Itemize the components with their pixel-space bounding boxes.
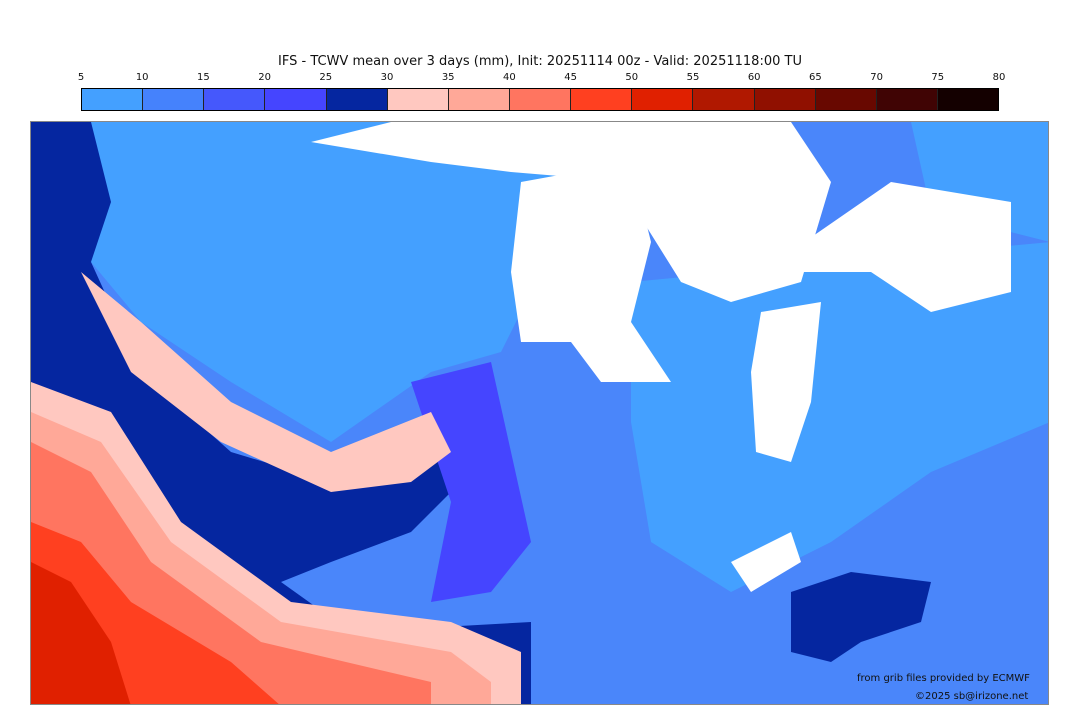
colorbar-tick-label: 50 — [625, 72, 639, 83]
colorbar-swatch — [387, 89, 449, 110]
scandinavia-white — [751, 302, 821, 462]
region-50-55 — [31, 562, 131, 704]
colorbar-tick-label: 60 — [747, 72, 761, 83]
colorbar-swatch — [632, 89, 694, 110]
source-credit: from grib files provided by ECMWF — [857, 673, 1030, 684]
colorbar-tick-label: 75 — [931, 72, 945, 83]
colorbar-swatch — [876, 89, 938, 110]
colorbar-tick-label: 30 — [380, 72, 394, 83]
colorbar-tick-label: 15 — [197, 72, 210, 83]
colorbar-swatch — [448, 89, 510, 110]
arctic-white — [311, 122, 631, 182]
colorbar-swatch — [82, 89, 144, 110]
colorbar-swatch — [204, 89, 266, 110]
colorbar-swatch — [754, 89, 816, 110]
colorbar-swatch — [326, 89, 388, 110]
greenland — [511, 162, 671, 382]
colorbar-tick-label: 40 — [503, 72, 516, 83]
colorbar-tick-label: 65 — [809, 72, 822, 83]
map-canvas — [31, 122, 1048, 704]
region-5-10-europe — [631, 242, 1048, 592]
colorbar-swatch — [937, 89, 999, 110]
colorbar-tick-label: 45 — [564, 72, 577, 83]
colorbar-tick-label: 5 — [77, 72, 85, 83]
colorbar-tick-label: 20 — [258, 72, 271, 83]
med-navy — [791, 572, 931, 662]
colorbar-swatch — [509, 89, 572, 110]
colorbar-tick-label: 35 — [441, 72, 455, 83]
colorbar-swatch — [693, 89, 755, 110]
colorbar — [81, 88, 999, 111]
colorbar-tick-label: 55 — [686, 72, 700, 83]
copyright: ©2025 sb@irizone.net — [915, 691, 1029, 702]
white-north-sea — [631, 122, 831, 302]
map-title: IFS - TCWV mean over 3 days (mm), Init: … — [278, 54, 802, 69]
colorbar-swatch — [143, 89, 205, 110]
alps-white — [731, 532, 801, 592]
colorbar-ticks: 5 10 15 20 25 30 35 40 45 50 55 60 65 70 75 80 — [77, 72, 1006, 84]
colorbar-tick-label: 25 — [319, 72, 333, 83]
colorbar-swatch — [815, 89, 877, 110]
colorbar-tick-label: 10 — [135, 72, 149, 83]
region-5-10-arctic — [91, 122, 651, 442]
tcwv-map — [30, 121, 1049, 705]
colorbar-tick-label: 80 — [992, 72, 1006, 83]
region-30-35-band — [81, 272, 451, 492]
russia-white — [761, 182, 1011, 312]
colorbar-swatch — [571, 89, 633, 110]
colorbar-tick-label: 70 — [870, 72, 883, 83]
region-20-25 — [411, 362, 531, 602]
colorbar-swatch — [265, 89, 327, 110]
